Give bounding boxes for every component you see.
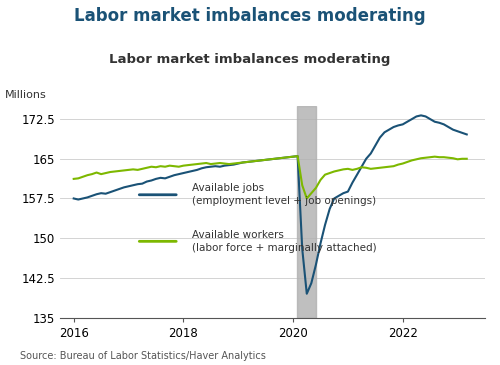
Text: Millions: Millions <box>5 91 47 100</box>
Text: Available workers
(labor force + marginally attached): Available workers (labor force + margina… <box>192 230 376 253</box>
Text: Labor market imbalances moderating: Labor market imbalances moderating <box>74 7 426 25</box>
Text: Source: Bureau of Labor Statistics/Haver Analytics: Source: Bureau of Labor Statistics/Haver… <box>20 351 266 361</box>
Text: Available jobs
(employment level + job openings): Available jobs (employment level + job o… <box>192 183 376 206</box>
Text: Labor market imbalances moderating: Labor market imbalances moderating <box>110 53 390 66</box>
Bar <box>298 106 316 318</box>
